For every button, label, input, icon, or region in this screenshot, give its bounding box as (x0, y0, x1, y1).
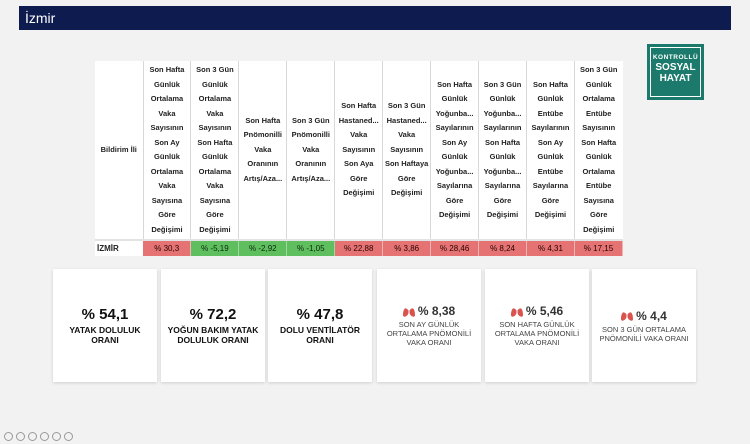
ventilator-occupancy-card: % 47,8 DOLU VENTİLATÖR ORANI (268, 269, 372, 382)
table-header-row: Bildirim İli Son Hafta Günlük Ortalama V… (95, 61, 623, 240)
logo-line: SOSYAL (655, 62, 696, 73)
card-value: % 4,4 (636, 308, 667, 323)
kontrollu-sosyal-hayat-logo: KONTROLLÜ SOSYAL HAYAT (647, 44, 704, 100)
pneumonia-month-card: % 8,38 SON AY GÜNLÜK ORTALAMA PNÖMONİLİ … (377, 269, 481, 382)
card-label: YOĞUN BAKIM YATAK DOLULUK ORANI (167, 325, 259, 345)
value-cell: % 8,24 (478, 239, 527, 256)
card-label: YATAK DOLULUK ORANI (69, 325, 141, 345)
value-cell: % 28,46 (430, 239, 480, 256)
logo-line: HAYAT (659, 73, 692, 84)
card-label: SON HAFTA GÜNLÜK ORTALAMA PNÖMONİLİ VAKA… (494, 320, 580, 347)
card-label: DOLU VENTİLATÖR ORANI (279, 325, 361, 345)
edit-icon[interactable] (28, 432, 37, 441)
card-value: % 54,1 (81, 306, 129, 323)
more-icon[interactable] (64, 432, 73, 441)
table-row: İZMİR % 30,3 % -5,19 % -2,92 % -1,05 % 2… (95, 239, 624, 256)
column-header[interactable]: Son Hafta Günlük Entübe Sayılarının Son … (526, 61, 575, 240)
column-header[interactable]: Son Hafta Pnömonilli Vaka Oranının Artış… (238, 61, 288, 240)
column-header[interactable]: Son Hafta Hastaned... Vaka Sayısının Son… (334, 61, 384, 240)
pneumonia-3day-card: % 4,4 SON 3 GÜN ORTALAMA PNÖMONİLİ VAKA … (592, 269, 696, 382)
page-title-bar: İzmir (19, 6, 731, 30)
value-cell: % 30,3 (143, 239, 192, 256)
card-value: % 72,2 (189, 306, 237, 323)
lungs-icon (510, 305, 523, 317)
value-cell: % 17,15 (574, 239, 624, 256)
nav-forward-icon[interactable] (16, 432, 25, 441)
page-title: İzmir (25, 10, 56, 26)
nav-back-icon[interactable] (4, 432, 13, 441)
lungs-icon (621, 310, 634, 321)
column-header[interactable]: Son 3 Gün Hastaned... Vaka Sayısının Son… (382, 61, 432, 240)
icu-occupancy-card: % 72,2 YOĞUN BAKIM YATAK DOLULUK ORANI (161, 269, 265, 382)
card-label: SON AY GÜNLÜK ORTALAMA PNÖMONİLİ VAKA OR… (386, 320, 472, 347)
column-header[interactable]: Son Hafta Günlük Yoğunba... Sayılarının … (430, 61, 480, 240)
card-label: SON 3 GÜN ORTALAMA PNÖMONİLİ VAKA ORANI (599, 324, 689, 343)
value-cell: % 22,88 (334, 239, 384, 256)
card-value: % 5,46 (525, 304, 564, 318)
column-header[interactable]: Son 3 Gün Günlük Ortalama Entübe Sayısın… (574, 61, 623, 240)
row-name-cell: İZMİR (95, 239, 143, 256)
lungs-icon (402, 305, 415, 317)
bed-occupancy-card: % 54,1 YATAK DOLULUK ORANI (53, 269, 157, 382)
card-value: % 47,8 (296, 306, 344, 323)
column-header[interactable]: Son Hafta Günlük Ortalama Vaka Sayısının… (143, 61, 192, 240)
column-header[interactable]: Son 3 Gün Günlük Ortalama Vaka Sayısının… (190, 61, 240, 240)
card-value: % 8,38 (417, 304, 456, 318)
value-cell: % -1,05 (286, 239, 336, 256)
indicator-table: Bildirim İli Son Hafta Günlük Ortalama V… (95, 61, 624, 256)
zoom-icon[interactable] (52, 432, 61, 441)
value-cell: % 4,31 (526, 239, 575, 256)
pneumonia-week-card: % 5,46 SON HAFTA GÜNLÜK ORTALAMA PNÖMONİ… (485, 269, 589, 382)
value-cell: % -5,19 (190, 239, 240, 256)
grid-icon[interactable] (40, 432, 49, 441)
column-header[interactable]: Son 3 Gün Pnömonilli Vaka Oranının Artış… (286, 61, 336, 240)
bottom-toolbar (4, 432, 73, 441)
value-cell: % 3,86 (382, 239, 432, 256)
column-header[interactable]: Bildirim İli (95, 61, 144, 240)
column-header[interactable]: Son 3 Gün Günlük Yoğunba... Sayılarının … (478, 61, 527, 240)
logo-line: KONTROLLÜ (652, 54, 699, 61)
value-cell: % -2,92 (238, 239, 288, 256)
